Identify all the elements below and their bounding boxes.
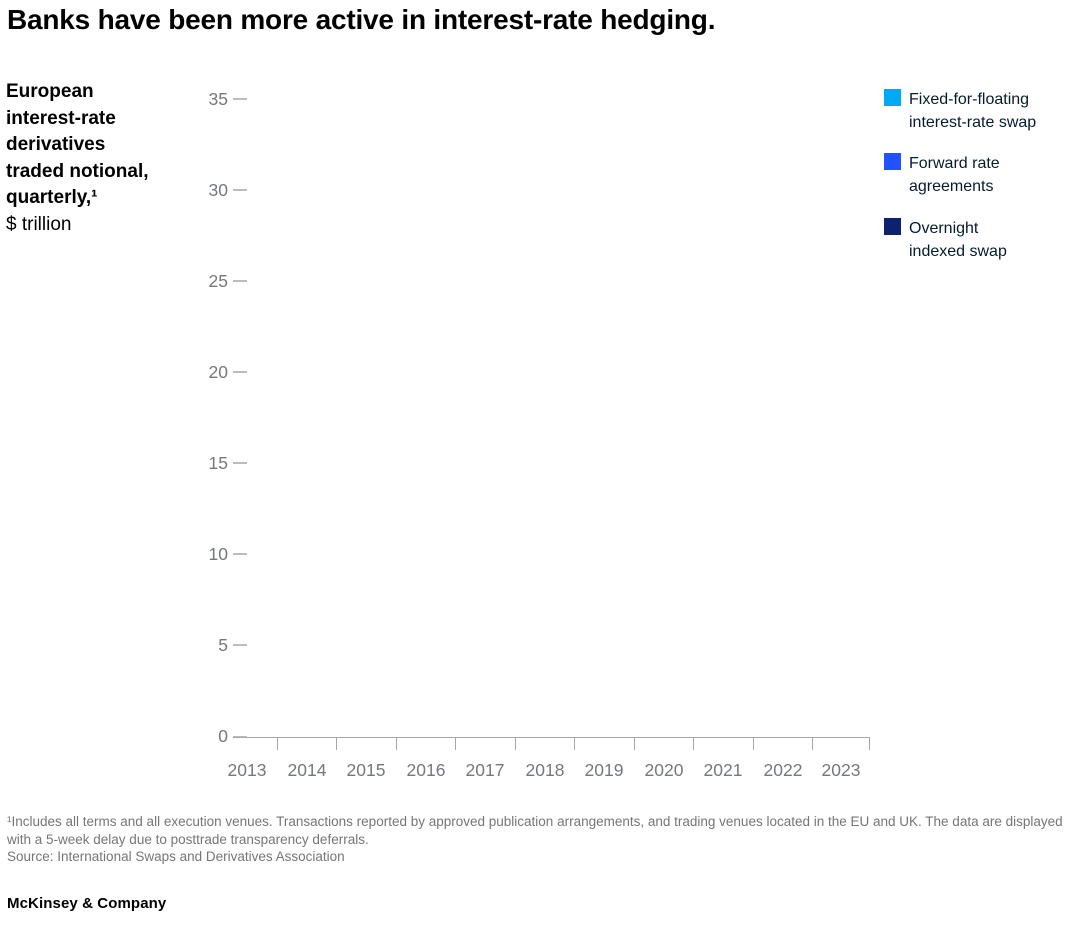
legend-label: Overnight indexed swap [909, 217, 1074, 263]
x-tick-mark [277, 738, 278, 750]
source-line: Source: International Swaps and Derivati… [7, 849, 345, 864]
y-tick-mark [233, 98, 247, 100]
y-tick-label: 0 [218, 726, 228, 746]
x-tick-mark [574, 738, 575, 750]
y-axis-title: European interest-rate derivatives trade… [6, 79, 201, 238]
x-tick-label: 2022 [763, 760, 803, 780]
legend-swatch-navy [884, 218, 901, 235]
y-tick-mark [233, 553, 247, 555]
legend-swatch-blue [884, 153, 901, 170]
y-axis-title-line: derivatives [6, 134, 106, 155]
y-axis-unit: $ trillion [6, 213, 72, 235]
legend-swatch-cyan [884, 89, 901, 106]
legend-label-line: Fixed-for-floating [909, 91, 1030, 108]
x-tick-label: 2017 [465, 760, 505, 780]
x-tick-mark [693, 738, 694, 750]
x-tick-label: 2020 [644, 760, 684, 780]
y-tick-mark [233, 644, 247, 646]
x-axis-line [233, 737, 870, 738]
y-axis-title-line: traded notional, [6, 160, 149, 182]
x-tick-label: 2014 [287, 760, 327, 780]
y-tick-label: 5 [218, 635, 228, 655]
y-axis-title-line: quarterly,¹ [6, 187, 98, 208]
legend-label-line: agreements [909, 178, 994, 195]
y-tick-label: 35 [208, 89, 228, 109]
y-tick-label: 30 [208, 180, 228, 200]
y-tick-mark [233, 189, 247, 191]
legend-label: Fixed-for-floating interest-rate swap [909, 88, 1074, 134]
x-tick-label: 2023 [821, 760, 861, 780]
page-title: Banks have been more active in interest-… [7, 4, 716, 35]
y-axis-title-line: European [6, 81, 94, 102]
x-tick-mark [336, 738, 337, 750]
footnote: ¹Includes all terms and all execution ve… [7, 814, 1063, 847]
x-tick-mark [869, 738, 870, 750]
y-tick-label: 10 [208, 544, 228, 564]
legend-label: Forward rate agreements [909, 152, 1074, 198]
y-tick-mark [233, 280, 247, 282]
footnote-block: ¹Includes all terms and all execution ve… [7, 813, 1075, 866]
brand-logo: McKinsey & Company [7, 895, 167, 912]
legend-label-line: indexed swap [909, 243, 1007, 260]
legend-label-line: Overnight [909, 220, 979, 237]
x-tick-label: 2013 [227, 760, 267, 780]
x-tick-mark [753, 738, 754, 750]
x-tick-label: 2019 [584, 760, 624, 780]
y-tick-mark [233, 371, 247, 373]
y-tick-label: 20 [208, 362, 228, 382]
x-tick-mark [812, 738, 813, 750]
legend-label-line: Forward rate [909, 155, 1000, 172]
x-tick-mark [515, 738, 516, 750]
x-tick-mark [634, 738, 635, 750]
x-tick-mark [455, 738, 456, 750]
x-tick-label: 2021 [703, 760, 743, 780]
x-tick-label: 2016 [406, 760, 446, 780]
x-tick-mark [396, 738, 397, 750]
y-tick-mark [233, 462, 247, 464]
y-axis-title-line: interest-rate [6, 107, 116, 129]
y-tick-label: 25 [208, 271, 228, 291]
y-tick-label: 15 [208, 453, 228, 473]
x-tick-label: 2018 [525, 760, 565, 780]
x-tick-label: 2015 [346, 760, 386, 780]
legend-label-line: interest-rate swap [909, 114, 1037, 131]
